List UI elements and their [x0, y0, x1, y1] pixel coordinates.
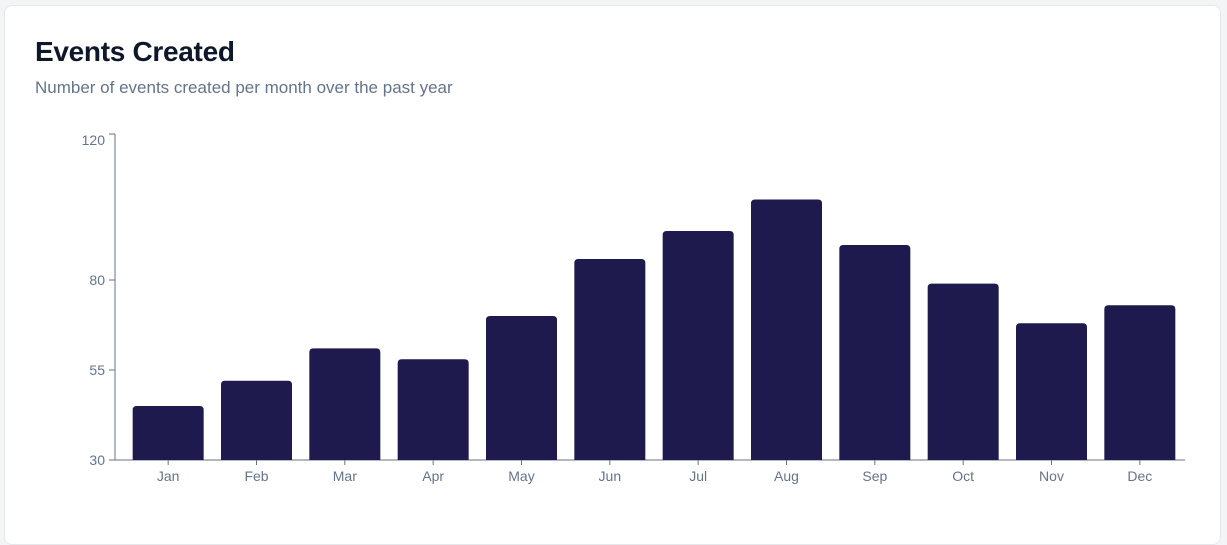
y-tick-label: 30: [89, 452, 105, 468]
bar-jan: [132, 406, 204, 460]
bar-chart: 30 55 80 120 Jan Feb Mar Apr May Jun Jul Aug Sep Oct N…: [82, 132, 1185, 484]
x-tick-label: May: [508, 468, 534, 484]
bar-may: [486, 316, 557, 460]
y-tick-label: 80: [89, 272, 105, 288]
bar-nov: [1016, 323, 1087, 460]
x-tick-label: Aug: [774, 468, 799, 484]
x-tick-label: Jul: [689, 468, 707, 484]
x-tick-label: Dec: [1127, 468, 1152, 484]
bar-aug: [751, 199, 822, 460]
bar-sep: [839, 245, 911, 460]
bar-apr: [397, 359, 469, 460]
y-tick-label: 120: [82, 132, 106, 148]
x-tick-label: Jun: [599, 468, 622, 484]
page-edge: [1224, 0, 1227, 532]
bar-feb: [221, 380, 292, 460]
bar-mar: [309, 348, 381, 460]
y-tick-label: 55: [89, 362, 105, 378]
bar-dec: [1104, 305, 1176, 460]
x-tick-label: Nov: [1039, 468, 1064, 484]
x-tick-label: Sep: [862, 468, 887, 484]
chart-subtitle: Number of events created per month over …: [35, 78, 453, 97]
x-tick-label: Feb: [244, 468, 268, 484]
x-tick-label: Oct: [952, 468, 974, 484]
x-tick-label: Apr: [422, 468, 444, 484]
bar-oct: [927, 283, 999, 460]
bar-jul: [662, 231, 734, 460]
x-tick-label: Jan: [157, 468, 180, 484]
bar-jun: [574, 259, 646, 460]
chart-title: Events Created: [35, 36, 235, 67]
x-tick-label: Mar: [333, 468, 357, 484]
